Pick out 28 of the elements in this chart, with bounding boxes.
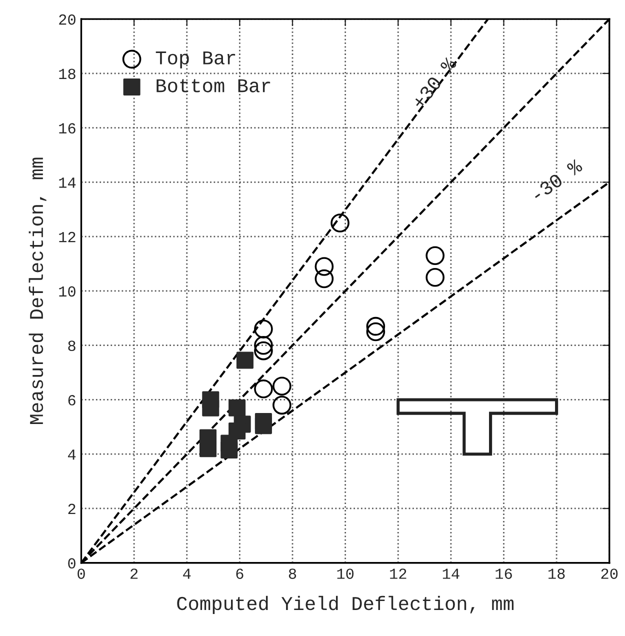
y-tick-label: 8: [68, 340, 76, 352]
x-tick-label: 6: [236, 568, 244, 579]
y-tick-label: 2: [68, 504, 76, 514]
y-axis-title: Measured Deflection, mm: [28, 158, 46, 424]
y-tick-label: 16: [59, 123, 76, 134]
annotation: +30 %: [412, 56, 458, 110]
y-tick-label: 12: [59, 232, 76, 242]
y-tick-label: 0: [68, 558, 76, 569]
x-tick-label: 18: [548, 568, 565, 579]
y-tick-label: 18: [59, 68, 76, 80]
x-tick-label: 16: [496, 568, 512, 579]
legend-label: Top Bar: [156, 51, 236, 68]
y-tick-label: 14: [59, 178, 76, 188]
x-tick-label: 2: [130, 568, 138, 579]
x-tick-label: 20: [601, 568, 618, 579]
x-tick-label: 0: [78, 568, 85, 579]
x-tick-label: 8: [288, 568, 296, 579]
x-tick-label: 4: [183, 568, 191, 579]
y-tick-label: 20: [59, 14, 76, 25]
y-tick-label: 6: [68, 395, 76, 406]
x-axis-title: Computed Yield Deflection, mm: [177, 596, 514, 614]
legend-label: Bottom Bar: [156, 79, 270, 92]
y-tick-label: 4: [68, 450, 76, 460]
x-tick-label: 10: [337, 568, 354, 579]
y-tick-label: 10: [59, 286, 76, 297]
x-tick-label: 12: [390, 568, 406, 579]
x-tick-label: 14: [442, 568, 460, 579]
annotation: -30 %: [530, 158, 584, 202]
